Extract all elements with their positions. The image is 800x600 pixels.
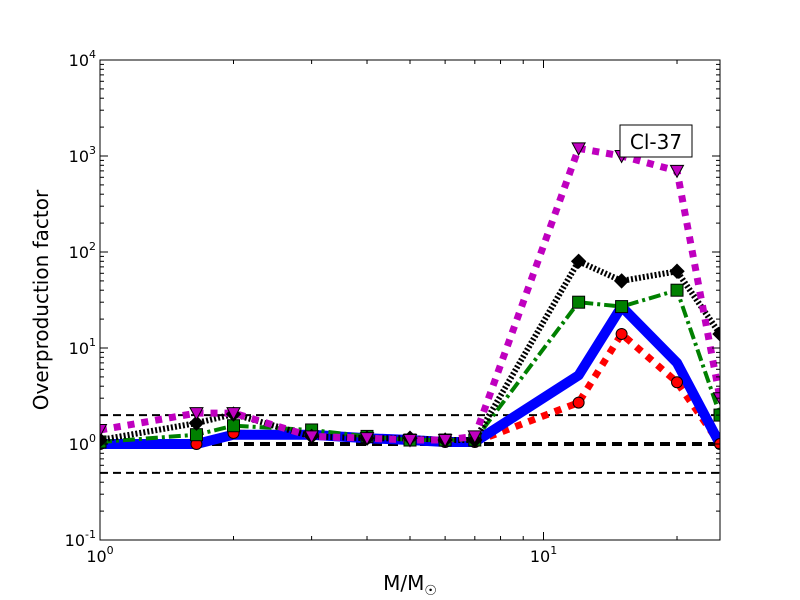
series-4-point-0 — [100, 423, 108, 438]
series-0-point-9 — [615, 327, 628, 340]
y-tick-label-0: 10-1 — [65, 528, 96, 550]
series-2-point-8 — [572, 295, 586, 309]
series-2-point-10 — [670, 283, 684, 297]
y-tick-label-5: 104 — [69, 48, 96, 70]
x-tick-label-1: 101 — [530, 544, 557, 566]
series-4-point-7 — [467, 430, 483, 444]
series-4-point-8 — [571, 142, 586, 156]
series-3-point-8 — [570, 253, 587, 270]
series-4-point-10 — [669, 164, 685, 179]
series-4-point-2 — [226, 407, 241, 421]
plot-frame — [99, 59, 721, 541]
y-tick-label-2: 101 — [69, 336, 96, 358]
series-0-point-8 — [572, 396, 585, 409]
series-3-point-9 — [613, 273, 630, 289]
series-4-point-4 — [359, 432, 375, 446]
series-3-point-11 — [712, 326, 720, 342]
series-markers — [100, 142, 720, 450]
series-3-point-1 — [188, 415, 205, 431]
annotation-frame — [619, 124, 693, 158]
x-axis-label: M/M☉ — [383, 571, 437, 599]
y-tick-label-4: 103 — [69, 144, 96, 166]
y-tick-label-1: 100 — [69, 432, 96, 454]
series-4-point-6 — [437, 434, 453, 448]
series-3-point-10 — [669, 263, 685, 279]
series-4-point-1 — [189, 407, 204, 421]
series-0-point-10 — [671, 376, 684, 389]
series-4-point-5 — [402, 434, 418, 448]
annotation-label: Cl-37 — [630, 130, 682, 154]
y-tick-label-3: 102 — [69, 240, 96, 262]
series-2-point-9 — [615, 300, 629, 314]
y-axis-label: Overproduction factor — [29, 189, 53, 410]
series-4-point-3 — [304, 430, 319, 444]
x-tick-label-0: 100 — [86, 544, 113, 566]
annotation-box: Cl-37 — [619, 124, 693, 158]
